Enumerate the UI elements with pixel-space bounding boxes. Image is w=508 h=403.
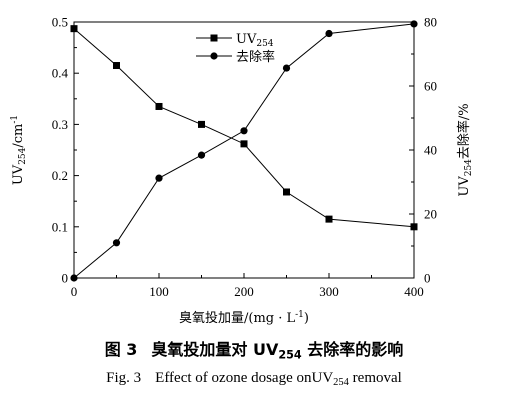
series-layer bbox=[70, 20, 418, 282]
left-axis-ticks: 0 0.1 0.2 0.3 0.4 0.5 bbox=[52, 15, 79, 286]
left-tick-label: 0.4 bbox=[52, 66, 69, 81]
x-tick-label: 400 bbox=[404, 284, 424, 299]
x-axis-ticks: 0 100 200 300 400 bbox=[71, 273, 424, 299]
left-tick-label: 0.5 bbox=[52, 15, 68, 30]
right-tick-label: 20 bbox=[424, 207, 437, 222]
right-axis-ticks: 0 20 40 60 80 bbox=[409, 15, 437, 286]
removal-rate-point bbox=[282, 64, 291, 72]
caption-en-text-pre: Effect of ozone dosage onUV bbox=[155, 370, 334, 386]
legend-label: 去除率 bbox=[236, 49, 275, 65]
removal-rate-point bbox=[410, 20, 418, 28]
caption-zh-number: 图 3 bbox=[104, 340, 138, 359]
caption-chinese: 图 3 臭氧投加量对 UV254 去除率的影响 bbox=[0, 336, 508, 361]
caption-zh-text-post: 去除率的影响 bbox=[301, 340, 404, 359]
uv254-point bbox=[155, 102, 163, 110]
right-tick-label: 40 bbox=[424, 143, 437, 158]
removal-rate-point bbox=[155, 174, 163, 182]
caption-zh-subscript: 254 bbox=[278, 348, 302, 362]
legend-circle-marker bbox=[210, 52, 218, 60]
uv254-point bbox=[198, 120, 205, 128]
x-tick-label: 100 bbox=[149, 284, 169, 299]
y-axis-title-right: UV254去除率/% bbox=[456, 103, 474, 196]
uv254-point bbox=[325, 215, 333, 223]
legend-label: UV254 bbox=[236, 32, 274, 49]
removal-rate-point bbox=[112, 239, 121, 247]
axis-labels: 臭氧投加量/(mg · L-1) UV254/cm-1 UV254去除率/% bbox=[10, 103, 474, 326]
x-tick-label: 200 bbox=[234, 284, 254, 299]
uv254-point bbox=[240, 140, 248, 148]
uv254-point bbox=[70, 25, 78, 33]
legend-square-marker bbox=[210, 34, 218, 42]
left-tick-label: 0.3 bbox=[52, 117, 68, 132]
caption-en-number: Fig. 3 bbox=[106, 370, 142, 386]
x-tick-label: 0 bbox=[71, 284, 78, 299]
legend: UV254去除率 bbox=[196, 32, 275, 65]
caption-en-text-post: removal bbox=[348, 370, 402, 386]
x-axis-title: 臭氧投加量/(mg · L-1) bbox=[179, 310, 309, 326]
uv254-point bbox=[113, 62, 120, 70]
left-tick-label: 0.2 bbox=[52, 168, 68, 183]
caption-zh-text-pre: 臭氧投加量对 UV bbox=[151, 340, 279, 359]
left-tick-label: 0.1 bbox=[52, 219, 68, 234]
chart: 0 0.1 0.2 0.3 0.4 0.5 0 20 40 60 80 0 100 200 300 400… bbox=[10, 15, 474, 327]
right-tick-label: 0 bbox=[424, 271, 431, 286]
caption-en-subscript: 254 bbox=[333, 377, 349, 389]
removal-rate-point bbox=[70, 274, 78, 282]
left-tick-label: 0 bbox=[62, 271, 69, 286]
right-tick-label: 80 bbox=[424, 15, 437, 30]
uv254-point bbox=[283, 188, 290, 196]
series-line-uv254 bbox=[73, 28, 415, 228]
x-tick-label: 300 bbox=[319, 284, 339, 299]
removal-rate-point bbox=[240, 127, 248, 135]
series-line-removal-rate bbox=[73, 23, 415, 279]
uv254-point bbox=[410, 223, 418, 231]
removal-rate-point bbox=[197, 151, 206, 159]
y-axis-title-left: UV254/cm-1 bbox=[10, 115, 28, 185]
right-tick-label: 60 bbox=[424, 79, 437, 94]
caption-english: Fig. 3 Effect of ozone dosage onUV254 rem… bbox=[0, 370, 508, 388]
removal-rate-point bbox=[325, 29, 333, 38]
